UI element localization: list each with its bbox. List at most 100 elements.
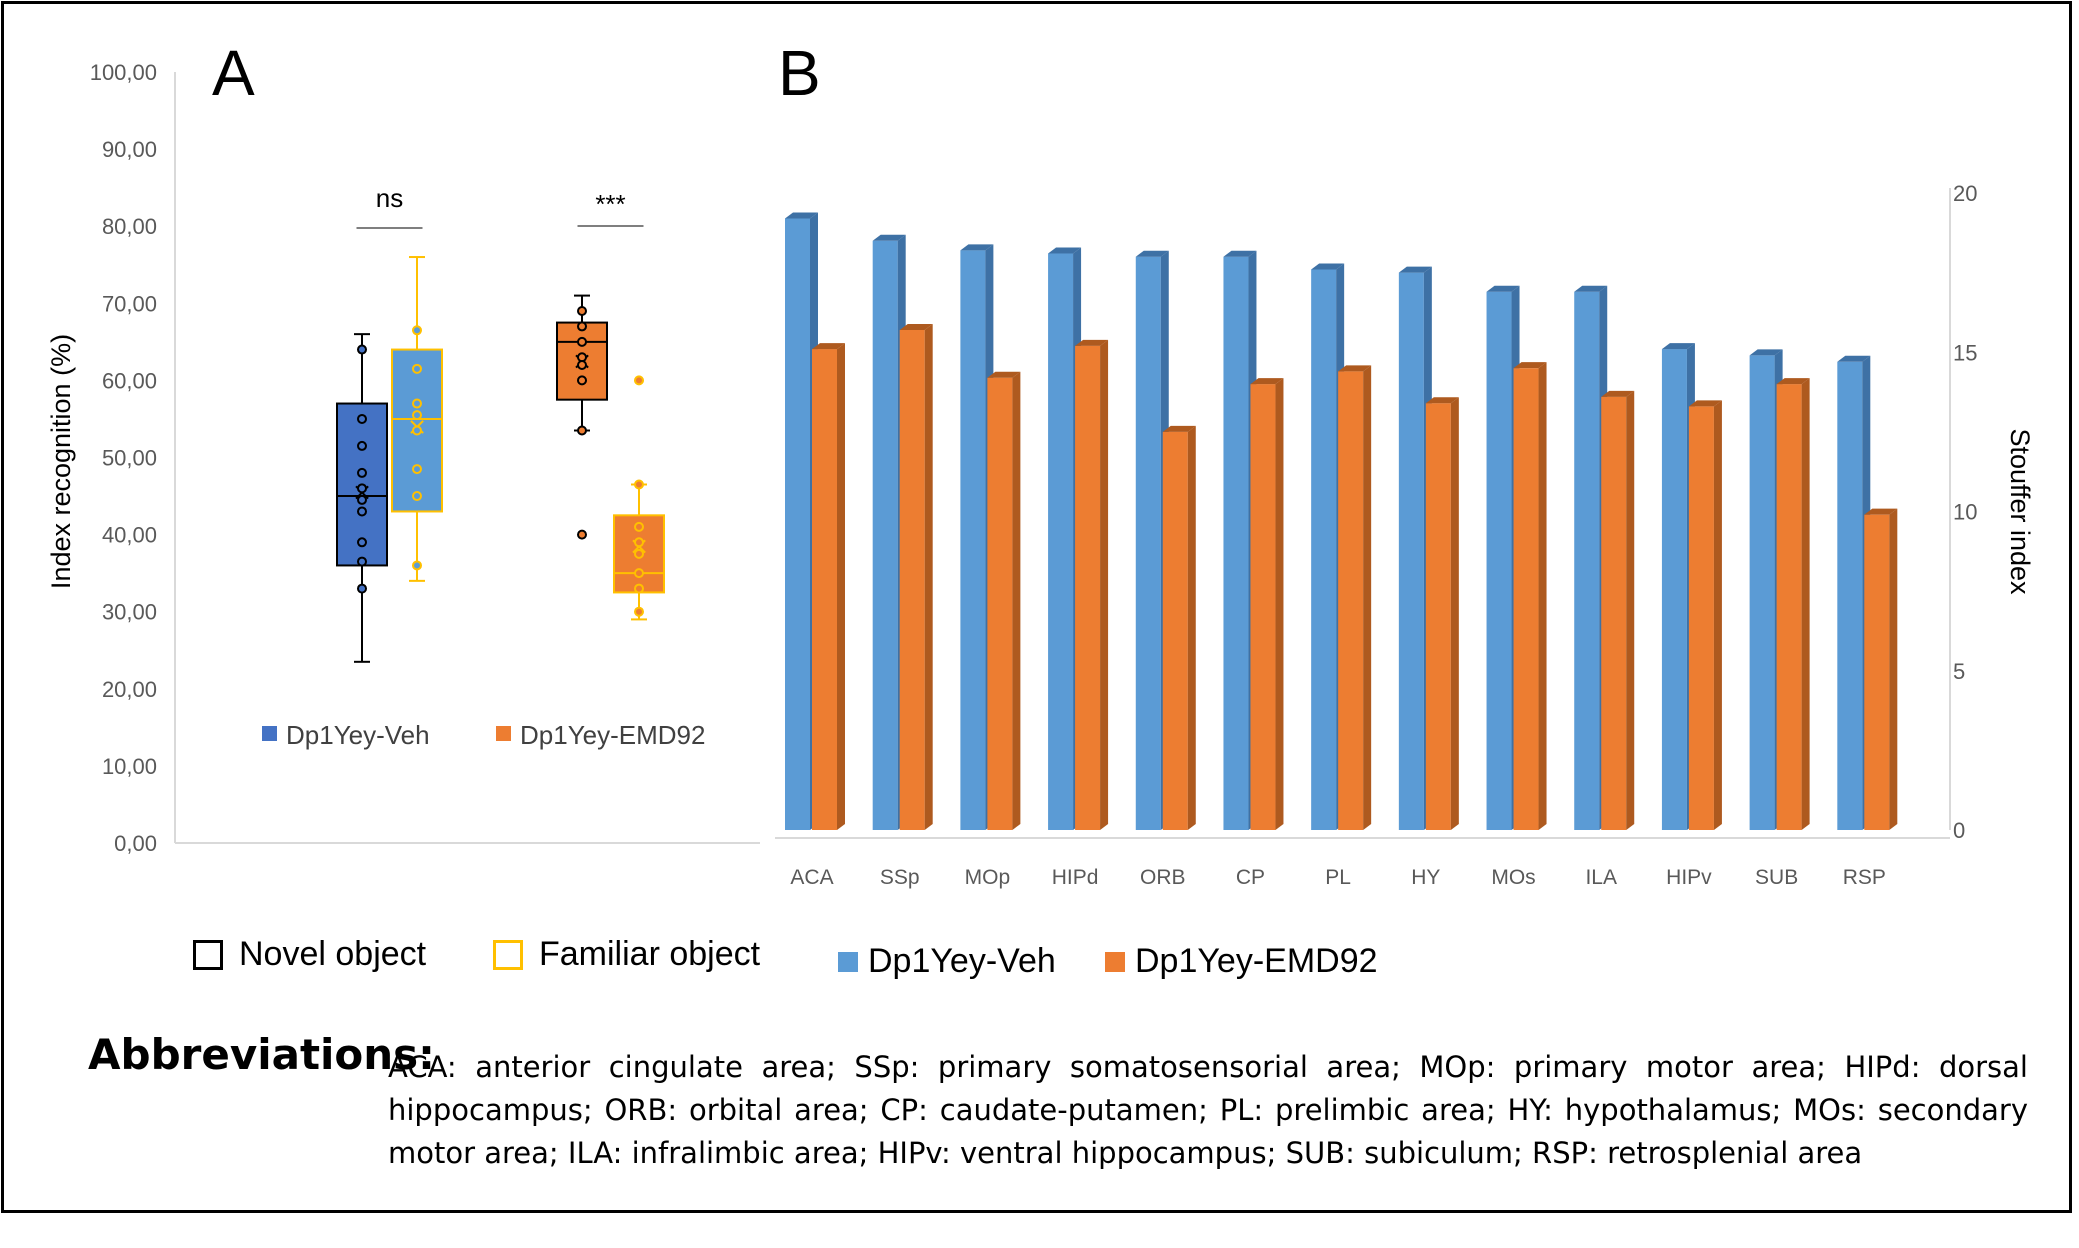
bar-emd-hipv <box>1688 406 1714 830</box>
legend-veh-swatch <box>838 951 858 972</box>
data-point <box>412 425 422 436</box>
x-tick-label-b: CP <box>1236 866 1265 889</box>
bar-emd-pl <box>1338 371 1364 830</box>
bar-emd-cp <box>1250 384 1276 830</box>
data-point <box>357 483 367 494</box>
panel-label-b: B <box>778 37 821 109</box>
bar-emd-rsp <box>1864 514 1890 830</box>
bar-emd-aca-top <box>812 343 845 350</box>
bar-veh-ssp-top <box>872 234 906 241</box>
bar-veh-sub <box>1749 355 1775 830</box>
data-point <box>577 321 587 332</box>
data-point <box>357 583 367 594</box>
bar-emd-hy-side <box>1450 397 1459 830</box>
abbreviations-text: ACA: anterior cingulate area; SSp: prima… <box>388 1050 2028 1170</box>
bar-emd-mop-side <box>1012 371 1021 830</box>
bar-emd-rsp-top <box>1864 508 1898 515</box>
y-tick-label-a: 60,00 <box>102 368 157 393</box>
x-tick-label-b: HY <box>1411 866 1440 889</box>
y-tick-label-b: 0 <box>1953 818 1965 843</box>
data-point <box>357 556 367 567</box>
bar-veh-aca-top <box>785 212 818 219</box>
bar-veh-rsp-top <box>1837 355 1871 362</box>
bar-emd-hipd <box>1075 345 1101 830</box>
bar-emd-hipd-side <box>1100 339 1109 830</box>
data-point <box>412 410 422 421</box>
x-tick-label-b: ACA <box>790 866 833 889</box>
panel-label-a: A <box>212 37 255 109</box>
bar-emd-hy <box>1425 403 1451 830</box>
y-tick-label-a: 70,00 <box>102 291 157 316</box>
y-tick-label-b: 10 <box>1953 500 1977 525</box>
data-point <box>577 336 587 347</box>
chart-a: A 0,00 10,00 20,00 30,00 40,00 50,00 60,00 70,00… <box>46 37 760 856</box>
bar-emd-mop-top <box>987 371 1021 378</box>
legend-novel-label: Novel object <box>239 935 427 973</box>
bar-veh-hipd-top <box>1048 247 1082 254</box>
bar-veh-hipv <box>1661 349 1687 830</box>
legend-swatch-veh-a <box>262 726 277 741</box>
legend-emd-label: Dp1Yey-EMD92 <box>1135 942 1378 980</box>
y-tick-label-b: 15 <box>1953 340 1977 365</box>
data-point <box>634 606 644 617</box>
bar-veh-ssp <box>872 240 898 830</box>
data-point <box>412 560 422 571</box>
bar-emd-ila <box>1601 396 1627 830</box>
data-point <box>634 537 644 548</box>
x-tick-label-b: HIPd <box>1052 866 1099 889</box>
data-point <box>577 306 587 317</box>
bar-veh-mop-top <box>960 244 994 251</box>
y-tick-label-a: 100,00 <box>90 60 157 85</box>
figure-frame <box>1 1 2072 1213</box>
bar-emd-cp-side <box>1275 378 1284 830</box>
data-point <box>357 494 367 505</box>
bar-veh-rsp <box>1837 361 1863 830</box>
data-point <box>357 344 367 355</box>
bar-emd-orb-side <box>1187 425 1196 830</box>
bar-emd-mos-top <box>1513 362 1547 369</box>
legend-swatch-emd-a <box>496 726 511 741</box>
bar-emd-hipd-top <box>1075 339 1109 346</box>
y-axis-title-a: Index recognition (%) <box>46 334 76 589</box>
data-point <box>634 521 644 532</box>
bar-veh-mos <box>1486 291 1512 830</box>
bar-veh-hy-top <box>1398 266 1432 273</box>
x-tick-label-b: ILA <box>1585 866 1617 889</box>
abbreviations-heading: Abbreviations: <box>88 1030 435 1079</box>
legend-veh-label: Dp1Yey-Veh <box>868 942 1056 980</box>
bar-veh-mos-top <box>1486 285 1520 292</box>
bar-emd-ssp <box>899 329 925 830</box>
bar-emd-ssp-top <box>899 323 933 330</box>
legend-veh-bottom: Dp1Yey-Veh <box>838 942 1056 981</box>
bar-emd-hipv-top <box>1688 400 1722 407</box>
bar-emd-aca <box>812 349 837 830</box>
bar-emd-cp-top <box>1250 378 1284 385</box>
legend-emd-bottom: Dp1Yey-EMD92 <box>1105 942 1378 981</box>
legend-emd-swatch <box>1105 951 1125 972</box>
data-point <box>357 467 367 478</box>
data-point <box>412 464 422 475</box>
data-point <box>634 548 644 559</box>
legend-label-emd-a: Dp1Yey-EMD92 <box>520 720 705 750</box>
bar-emd-sub-side <box>1801 378 1810 830</box>
chart-b: B 0 5 10 15 20 Stouffer index ACA SSp MOp HIPd ORB C… <box>775 37 2035 889</box>
y-tick-label-a: 50,00 <box>102 446 157 471</box>
bar-veh-ila-top <box>1574 285 1608 292</box>
legend-familiar-object: Familiar object <box>493 935 760 974</box>
y-tick-label-b: 5 <box>1953 659 1965 684</box>
y-tick-label-a: 0,00 <box>114 831 157 856</box>
bar-veh-sub-top <box>1749 349 1783 356</box>
bar-emd-hipv-side <box>1713 400 1722 830</box>
bar-emd-ssp-side <box>924 323 933 830</box>
data-point <box>357 506 367 517</box>
bar-veh-pl-top <box>1311 263 1345 270</box>
x-tick-label-b: ORB <box>1140 866 1186 889</box>
y-tick-label-b: 20 <box>1953 181 1977 206</box>
y-tick-label-a: 10,00 <box>102 754 157 779</box>
data-point <box>577 425 587 436</box>
y-tick-label-a: 20,00 <box>102 677 157 702</box>
x-tick-label-b: HIPv <box>1666 866 1712 889</box>
bar-emd-ila-top <box>1601 390 1635 397</box>
data-point <box>357 413 367 424</box>
bar-veh-hy <box>1398 272 1424 830</box>
